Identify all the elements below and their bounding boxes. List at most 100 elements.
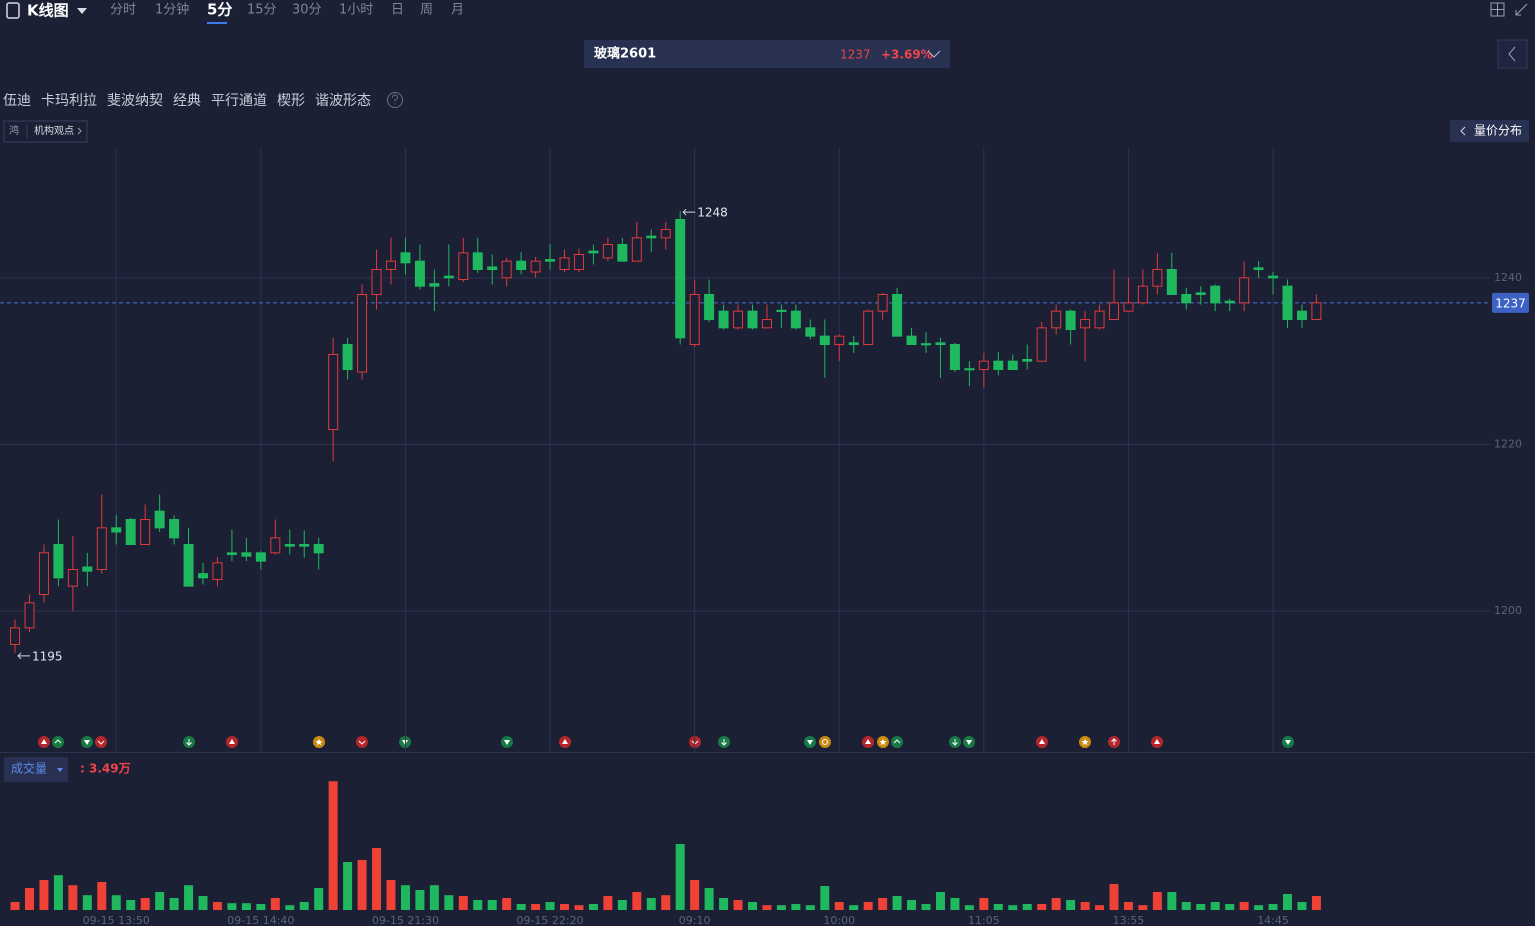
candle-body bbox=[10, 627, 21, 645]
dropdown-caret[interactable] bbox=[77, 8, 87, 14]
volume-bar bbox=[646, 898, 656, 910]
signal-icon[interactable] bbox=[1108, 736, 1120, 748]
signal-icon[interactable] bbox=[183, 736, 195, 748]
signal-icon[interactable] bbox=[81, 736, 93, 748]
signal-icon[interactable] bbox=[963, 736, 975, 748]
candle-body bbox=[487, 266, 498, 270]
drawing-tool[interactable]: 经典 bbox=[173, 93, 201, 109]
signal-icon[interactable] bbox=[559, 736, 571, 748]
candle-body bbox=[414, 260, 425, 287]
volume-bar bbox=[400, 885, 410, 910]
layout-icon[interactable] bbox=[1490, 2, 1505, 17]
volume-caret bbox=[57, 768, 63, 772]
period-tab[interactable]: 30分 bbox=[292, 3, 322, 18]
signal-icon[interactable] bbox=[819, 736, 831, 748]
candle-body bbox=[1166, 269, 1177, 295]
drawing-tool[interactable]: 平行通道 bbox=[211, 93, 267, 109]
y-tick-label: 1220 bbox=[1494, 438, 1522, 451]
candle-body bbox=[429, 283, 440, 287]
volume-bar bbox=[1268, 904, 1278, 910]
symbol-box[interactable] bbox=[584, 40, 950, 68]
period-tab[interactable]: 月 bbox=[451, 3, 464, 18]
period-tab[interactable]: 1分钟 bbox=[155, 2, 189, 18]
volume-bar bbox=[935, 892, 945, 910]
drawing-tool[interactable]: 谐波形态 bbox=[315, 93, 371, 109]
candle-body bbox=[111, 527, 122, 533]
drawing-tool[interactable]: 斐波纳契 bbox=[107, 93, 163, 109]
candle-body bbox=[733, 310, 744, 329]
volume-bar bbox=[82, 895, 92, 910]
volume-bar bbox=[24, 888, 34, 910]
period-tab[interactable]: 周 bbox=[420, 3, 433, 18]
candle-body bbox=[255, 552, 266, 562]
signal-icon[interactable] bbox=[226, 736, 238, 748]
symbol-chevron[interactable] bbox=[927, 50, 941, 58]
symbol-name: 玻璃2601 bbox=[594, 46, 656, 62]
signal-icon[interactable] bbox=[501, 736, 513, 748]
last-price-label: 1237 bbox=[1495, 296, 1526, 310]
help-icon[interactable] bbox=[387, 92, 403, 108]
x-tick-label: 09:10 bbox=[679, 914, 711, 926]
drawing-tool[interactable]: 楔形 bbox=[277, 93, 305, 109]
candle-body bbox=[964, 368, 975, 371]
badge: 鸿 bbox=[9, 124, 19, 137]
candle-body bbox=[443, 275, 454, 279]
opinion-box[interactable] bbox=[3, 120, 88, 143]
volume-bar bbox=[415, 890, 425, 910]
signal-icon[interactable] bbox=[891, 736, 903, 748]
period-tab[interactable]: 分时 bbox=[110, 3, 136, 18]
signal-icon[interactable] bbox=[1079, 736, 1091, 748]
volume-bar bbox=[921, 904, 931, 910]
period-tab[interactable]: 5分 bbox=[207, 1, 232, 19]
x-tick-label: 13:55 bbox=[1113, 914, 1145, 926]
signal-icon[interactable] bbox=[804, 736, 816, 748]
signal-icon[interactable] bbox=[95, 736, 107, 748]
signal-icon[interactable] bbox=[877, 736, 889, 748]
candle-body bbox=[1051, 310, 1062, 329]
signal-icon[interactable] bbox=[356, 736, 368, 748]
signal-icon[interactable] bbox=[1151, 736, 1163, 748]
candle-body bbox=[1296, 310, 1307, 320]
candle-body bbox=[183, 544, 194, 587]
signal-icon[interactable] bbox=[52, 736, 64, 748]
volume-bar bbox=[68, 885, 78, 910]
app-title[interactable]: K线图 bbox=[27, 2, 69, 20]
volume-bar bbox=[502, 898, 512, 910]
volume-selector[interactable] bbox=[4, 757, 68, 782]
drawing-tool[interactable]: 卡玛利拉 bbox=[41, 93, 97, 109]
candle-body bbox=[226, 552, 237, 555]
period-tab[interactable]: 1小时 bbox=[339, 3, 373, 18]
candle-body bbox=[689, 294, 700, 345]
candle-body bbox=[1108, 302, 1119, 321]
candle-body bbox=[458, 252, 469, 280]
side-panel-button[interactable] bbox=[1497, 39, 1528, 69]
signal-icon[interactable] bbox=[313, 736, 325, 748]
candle-body bbox=[53, 544, 64, 579]
period-tab[interactable]: 15分 bbox=[247, 3, 277, 18]
volume-bar bbox=[212, 902, 222, 910]
signal-icon[interactable] bbox=[1282, 736, 1294, 748]
volume-bar bbox=[357, 860, 367, 910]
signal-icons bbox=[38, 736, 1294, 748]
opinion-arrow bbox=[77, 127, 82, 135]
collapse-icon[interactable] bbox=[1515, 3, 1528, 16]
signal-icon[interactable] bbox=[1036, 736, 1048, 748]
volume-bar bbox=[545, 902, 555, 910]
volume-bar bbox=[979, 898, 989, 910]
signal-icon[interactable] bbox=[949, 736, 961, 748]
volume-profile-button[interactable] bbox=[1450, 120, 1529, 142]
signal-icon[interactable] bbox=[718, 736, 730, 748]
volume-value: : 3.49万 bbox=[80, 762, 131, 776]
drawing-tool[interactable]: 伍迪 bbox=[3, 93, 31, 109]
period-tab[interactable]: 日 bbox=[391, 3, 404, 18]
volume-bar bbox=[473, 900, 483, 910]
candle-body bbox=[38, 552, 49, 595]
volume-bar bbox=[907, 900, 917, 910]
signal-icon[interactable] bbox=[38, 736, 50, 748]
signal-icon[interactable] bbox=[862, 736, 874, 748]
volume-bar bbox=[111, 895, 121, 910]
candle-body bbox=[834, 335, 845, 345]
volume-bar bbox=[285, 905, 295, 910]
volume-title: 成交量 bbox=[11, 761, 47, 776]
candle-body bbox=[284, 544, 295, 547]
